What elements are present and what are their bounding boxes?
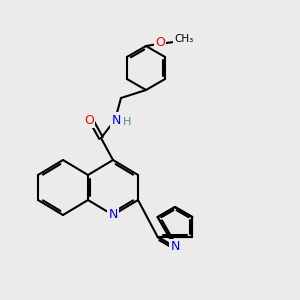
Text: N: N xyxy=(111,113,121,127)
Text: O: O xyxy=(84,113,94,127)
Text: N: N xyxy=(170,241,180,254)
Text: O: O xyxy=(155,35,165,49)
Text: N: N xyxy=(108,208,118,221)
Text: H: H xyxy=(123,117,131,127)
Text: CH₃: CH₃ xyxy=(174,34,193,44)
